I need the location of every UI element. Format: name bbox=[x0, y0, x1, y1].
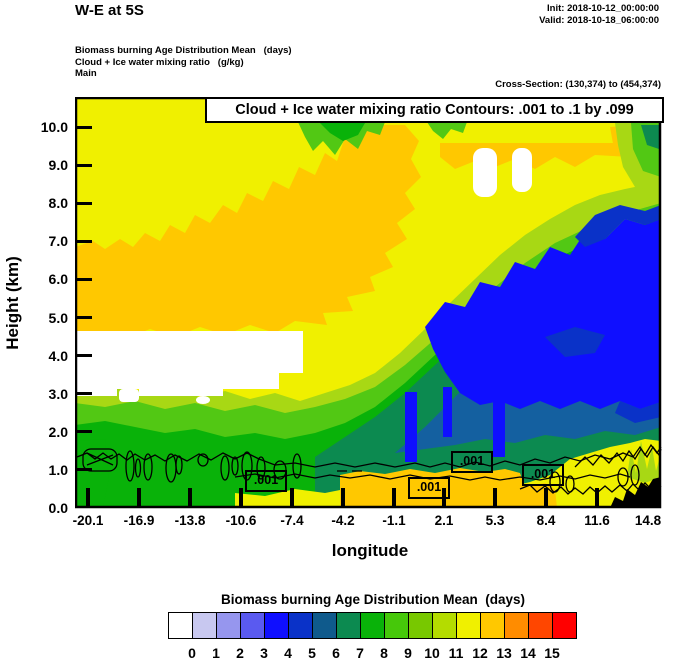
x-tick-label: 14.8 bbox=[634, 513, 662, 528]
colorbar-tick: 3 bbox=[260, 645, 268, 661]
colorbar-tick: 4 bbox=[284, 645, 292, 661]
colorbar-tick: 0 bbox=[188, 645, 196, 661]
valid-time: Valid: 2018-10-18_06:00:00 bbox=[539, 15, 659, 26]
parameter-list: Biomass burning Age Distribution Mean (d… bbox=[75, 45, 292, 80]
x-tick-label: -16.9 bbox=[123, 513, 155, 528]
colorbar-cell bbox=[168, 612, 193, 639]
lime-spikes-over-terrain bbox=[627, 441, 661, 483]
colorbar-tick: 9 bbox=[404, 645, 412, 661]
x-tick-label: -1.1 bbox=[382, 513, 406, 528]
y-tick-label: 9.0 bbox=[48, 157, 68, 173]
colorbar-cell bbox=[360, 612, 385, 639]
navy-accent-inner bbox=[545, 327, 605, 357]
colorbar-cell bbox=[432, 612, 457, 639]
colorbar-cell bbox=[408, 612, 433, 639]
figure-title: W-E at 5S bbox=[75, 2, 144, 19]
y-tick-label: 0.0 bbox=[48, 500, 68, 516]
colorbar-tick: 7 bbox=[356, 645, 364, 661]
colorbar-tick: 2 bbox=[236, 645, 244, 661]
cross-section-plot bbox=[75, 97, 662, 509]
x-tick-label: -7.4 bbox=[280, 513, 304, 528]
green-bumps-core bbox=[320, 123, 365, 141]
colorbar-tick: 10 bbox=[424, 645, 440, 661]
colorbar-tick: 8 bbox=[380, 645, 388, 661]
colorbar-cell bbox=[216, 612, 241, 639]
colorbar-cell bbox=[528, 612, 553, 639]
colorbar bbox=[168, 612, 577, 639]
y-tick-label: 5.0 bbox=[48, 310, 68, 326]
colorbar-tick: 13 bbox=[496, 645, 512, 661]
y-tick-label: 10.0 bbox=[40, 119, 68, 135]
blue-streak bbox=[493, 397, 505, 457]
colorbar-tick: 1 bbox=[212, 645, 220, 661]
colorbar-cell bbox=[456, 612, 481, 639]
white-no-data-block bbox=[75, 331, 303, 396]
cross-section-coords: Cross-Section: (130,374) to (454,374) bbox=[495, 79, 661, 90]
contour-label: .001 bbox=[522, 464, 564, 486]
colorbar-cell bbox=[288, 612, 313, 639]
y-tick-label: 6.0 bbox=[48, 271, 68, 287]
x-tick-label: -13.8 bbox=[174, 513, 206, 528]
y-tick-label: 4.0 bbox=[48, 348, 68, 364]
init-time: Init: 2018-10-12_00:00:00 bbox=[547, 3, 659, 14]
white-pillar-left bbox=[473, 148, 497, 197]
colorbar-cell bbox=[312, 612, 337, 639]
orange-plume-upper-left bbox=[75, 125, 421, 339]
colorbar-cell bbox=[240, 612, 265, 639]
blue-streak bbox=[443, 387, 452, 437]
param-contour-field: Cloud + Ice water mixing ratio (g/kg) bbox=[75, 56, 244, 68]
y-tick-label: 8.0 bbox=[48, 195, 68, 211]
colorbar-tick: 5 bbox=[308, 645, 316, 661]
white-pillar-right bbox=[512, 148, 532, 192]
contour-label: .001 bbox=[245, 470, 287, 492]
run-times: Init: 2018-10-12_00:00:00 Valid: 2018-10… bbox=[539, 3, 659, 27]
corner-sea-green bbox=[641, 125, 659, 149]
colorbar-title: Biomass burning Age Distribution Mean (d… bbox=[220, 592, 526, 607]
colorbar-cell bbox=[552, 612, 577, 639]
navy-accent-bottom bbox=[615, 401, 661, 423]
x-tick-label: -10.6 bbox=[225, 513, 257, 528]
plot-title-box: Cloud + Ice water mixing ratio Contours:… bbox=[205, 97, 664, 123]
y-tick-label: 1.0 bbox=[48, 462, 68, 478]
colorbar-cell bbox=[264, 612, 289, 639]
green-bumps-small bbox=[427, 122, 467, 139]
blue-streak bbox=[405, 392, 417, 462]
param-domain: Main bbox=[75, 68, 97, 79]
param-fill-field: Biomass burning Age Distribution Mean (d… bbox=[75, 45, 292, 56]
contour-lines bbox=[76, 443, 662, 495]
colorbar-cell bbox=[192, 612, 217, 639]
x-tick-label: 11.6 bbox=[584, 513, 610, 528]
x-tick-label: -4.2 bbox=[331, 513, 355, 528]
colorbar-tick: 11 bbox=[448, 645, 464, 661]
colorbar-cell bbox=[480, 612, 505, 639]
y-axis-label: Height (km) bbox=[3, 256, 22, 350]
navy-accent-top bbox=[575, 205, 661, 247]
colorbar-tick: 12 bbox=[472, 645, 488, 661]
x-axis-label: longitude bbox=[331, 541, 409, 560]
x-tick-label: 8.4 bbox=[536, 513, 556, 528]
y-tick-label: 2.0 bbox=[48, 424, 68, 440]
colorbar-tick: 6 bbox=[332, 645, 340, 661]
colorbar-cell bbox=[504, 612, 529, 639]
contour-label: .001 bbox=[408, 477, 450, 499]
x-tick-label: -20.1 bbox=[72, 513, 104, 528]
y-tick-label: 3.0 bbox=[48, 386, 68, 402]
colorbar-cell bbox=[336, 612, 361, 639]
y-tick-label: 7.0 bbox=[48, 233, 68, 249]
x-tick-label: 2.1 bbox=[434, 513, 454, 528]
colorbar-cell bbox=[384, 612, 409, 639]
x-tick-label: 5.3 bbox=[485, 513, 505, 528]
colorbar-tick: 14 bbox=[520, 645, 536, 661]
colorbar-tick: 15 bbox=[544, 645, 560, 661]
white-no-data-dot bbox=[196, 396, 210, 404]
contour-label: .001 bbox=[451, 451, 493, 473]
white-no-data-drip bbox=[119, 389, 139, 402]
blue-low-age-region bbox=[425, 219, 661, 409]
